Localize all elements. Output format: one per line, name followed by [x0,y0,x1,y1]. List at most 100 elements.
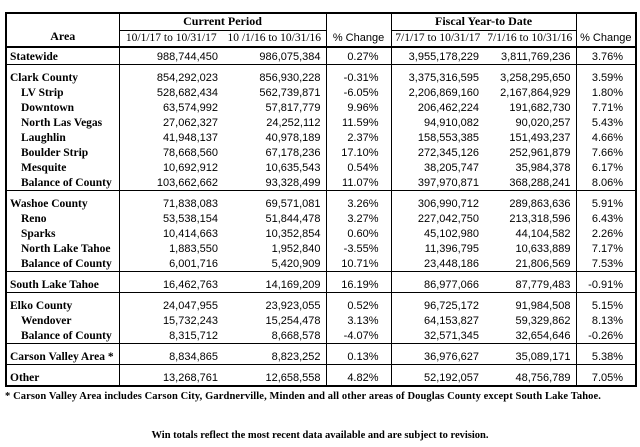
current-period-2017-value: 988,744,450 [118,47,223,65]
area-label: Downtown [21,102,75,114]
fiscal-ytd-2016-value: 90,020,257 [515,117,571,129]
current-period-2017-value: 41,948,137 [118,130,223,145]
win-totals-table: Area Current Period % Change Fiscal Year… [5,12,638,387]
fiscal-ytd-2017-value: 52,192,057 [390,364,485,386]
fiscal-ytd-pct-change: 5.43% [575,115,637,130]
column-header-fy-2016: 7/1/16 to 10/31/16 [484,30,577,48]
fiscal-ytd-2016-value: 289,863,636 [484,190,577,211]
current-period-pct-change: 10.71% [325,256,392,272]
current-period-2016-value: 23,923,055 [223,292,327,313]
table-row: South Lake Tahoe 16,462,763 14,169,209 1… [6,271,637,293]
fiscal-ytd-2016-value: 2,167,864,929 [500,87,571,99]
current-period-2016-value: 12,658,558 [223,364,327,386]
table-row: Balance of County 8,315,712 8,668,578 -4… [6,328,637,344]
table-row: Washoe County 71,838,083 69,571,081 3.26… [6,190,637,211]
current-period-2016-value: 40,978,189 [265,132,321,144]
table-row: Reno 53,538,154 51,844,478 3.27% 227,042… [6,211,637,226]
fiscal-ytd-pct-change: 4.66% [575,130,637,145]
fiscal-ytd-2017-value: 86,977,066 [390,271,485,293]
fiscal-ytd-2016-value: 35,089,171 [484,343,577,365]
current-period-2017-value: 16,462,763 [118,271,223,293]
current-period-2016-value: 57,817,779 [265,102,321,114]
fiscal-ytd-2017-value: 306,990,712 [390,190,485,211]
area-label: Elko County [6,292,119,313]
table-row: Mesquite 10,692,912 10,635,543 0.54% 38,… [6,160,637,175]
column-header-area: Area [6,13,119,48]
fiscal-ytd-2017-value: 206,462,224 [390,100,485,115]
fiscal-ytd-pct-change: 8.06% [575,175,637,191]
current-period-2016-value: 51,844,478 [265,213,321,225]
current-period-2017-value: 78,668,560 [118,145,223,160]
area-label: Washoe County [6,190,119,211]
table-row: Sparks 10,414,663 10,352,854 0.60% 45,10… [6,226,637,241]
area-label: Laughlin [21,132,66,144]
fiscal-ytd-2017-value: 3,955,178,229 [390,47,485,65]
area-label: LV Strip [21,87,64,99]
current-period-2017-value: 10,692,912 [118,160,223,175]
fiscal-ytd-2017-value: 36,976,627 [390,343,485,365]
column-header-pct-change-fiscal: % Change [575,13,637,48]
fiscal-ytd-pct-change: 7.05% [575,364,637,386]
current-period-2017-value: 24,047,955 [118,292,223,313]
area-label: Balance of County [21,330,112,342]
current-period-2016-value: 5,420,909 [271,258,321,270]
current-period-pct-change: 4.82% [325,364,392,386]
fiscal-ytd-2016-value: 3,811,769,236 [501,51,571,63]
fiscal-ytd-2017-value: 64,153,827 [390,313,485,328]
current-period-2017-value: 103,662,662 [118,175,223,191]
fiscal-ytd-2017-value: 38,205,747 [390,160,485,175]
table-row: Boulder Strip 78,668,560 67,178,236 17.1… [6,145,637,160]
area-label: Boulder Strip [21,147,89,159]
current-period-2016-value: 24,252,112 [266,117,321,129]
column-group-fiscal-ytd: Fiscal Year-to Date [390,13,577,31]
current-period-pct-change: -0.31% [325,64,392,85]
fiscal-ytd-2017-value: 32,571,345 [390,328,485,344]
fiscal-ytd-pct-change: 7.66% [575,145,637,160]
fiscal-ytd-pct-change: 5.38% [575,343,637,365]
fiscal-ytd-pct-change: 6.43% [575,211,637,226]
footnote-carson-valley: * Carson Valley Area includes Carson Cit… [5,391,601,402]
current-period-2016-value: 856,930,228 [223,64,327,85]
area-label: South Lake Tahoe [6,271,119,293]
fiscal-ytd-pct-change: 7.17% [575,241,637,256]
fiscal-ytd-pct-change: 7.53% [575,256,637,272]
current-period-2016-value: 15,254,478 [265,315,321,327]
fiscal-ytd-pct-change: 7.71% [575,100,637,115]
fiscal-ytd-pct-change: -0.26% [575,328,637,344]
current-period-2017-value: 8,315,712 [118,328,223,344]
current-period-2016-value: 986,075,384 [259,51,321,63]
current-period-2017-value: 1,883,550 [118,241,223,256]
current-period-pct-change: 0.52% [325,292,392,313]
current-period-pct-change: 0.54% [325,160,392,175]
area-label: North Lake Tahoe [21,243,111,255]
fiscal-ytd-pct-change: 1.80% [575,85,637,100]
current-period-pct-change: 3.13% [325,313,392,328]
fiscal-ytd-2017-value: 227,042,750 [390,211,485,226]
fiscal-ytd-2016-value: 10,633,889 [515,243,571,255]
current-period-2016-value: 562,739,871 [259,87,321,99]
area-label: Balance of County [21,177,112,189]
table-row: Laughlin 41,948,137 40,978,189 2.37% 158… [6,130,637,145]
current-period-2017-value: 854,292,023 [118,64,223,85]
fiscal-ytd-2016-value: 35,984,378 [515,162,571,174]
fiscal-ytd-2017-value: 45,102,980 [390,226,485,241]
fiscal-ytd-pct-change: 3.76% [575,47,637,65]
fiscal-ytd-2017-value: 94,910,082 [390,115,485,130]
fiscal-ytd-2016-value: 151,493,237 [509,132,571,144]
fiscal-ytd-2016-value: 368,288,241 [509,177,571,189]
current-period-2017-value: 71,838,083 [118,190,223,211]
area-label: Balance of County [21,258,112,270]
table-header: Area Current Period % Change Fiscal Year… [6,13,637,48]
area-label: Wendover [21,315,72,327]
fiscal-ytd-2016-value: 44,104,582 [515,228,571,240]
fiscal-ytd-pct-change: 5.15% [575,292,637,313]
current-period-2017-value: 528,682,434 [118,85,223,100]
column-header-cp-2016: 10 /1/16 to 10/31/16 [223,30,327,48]
fiscal-ytd-2016-value: 21,806,569 [515,258,571,270]
column-group-current-period: Current Period [118,13,327,31]
current-period-2016-value: 10,635,543 [265,162,321,174]
current-period-2017-value: 6,001,716 [118,256,223,272]
current-period-pct-change: 11.07% [325,175,392,191]
current-period-2017-value: 15,732,243 [118,313,223,328]
